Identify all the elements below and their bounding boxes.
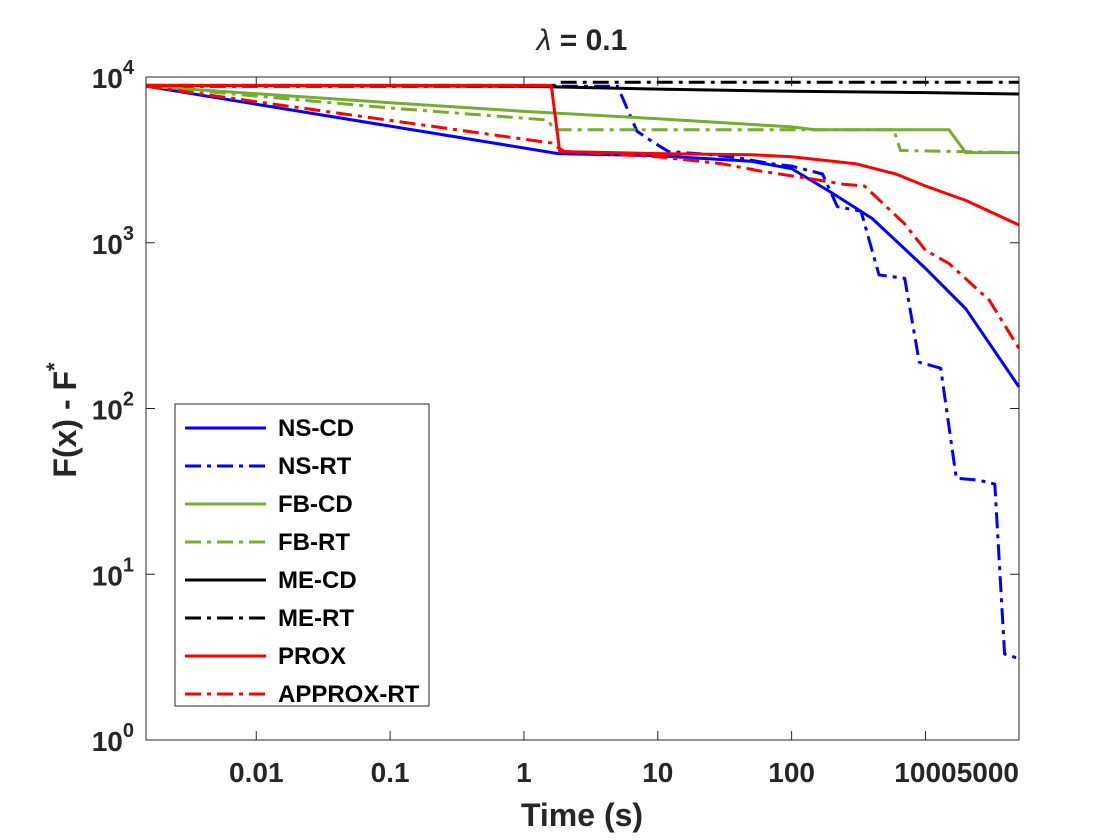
- legend-label-fb-rt: FB-RT: [278, 529, 350, 556]
- legend-label-ns-cd: NS-CD: [278, 415, 354, 442]
- x-tick-label: 5000: [957, 757, 1019, 788]
- legend-label-fb-cd: FB-CD: [278, 491, 353, 518]
- x-tick-label: 10: [642, 757, 673, 788]
- y-axis-label-sup: *: [42, 362, 67, 371]
- x-axis-label: Time (s): [521, 797, 643, 833]
- series-line-ns-rt: [146, 84, 1020, 661]
- legend-label-ns-rt: NS-RT: [278, 453, 352, 480]
- x-tick-label: 1: [516, 757, 532, 788]
- y-axis-label-base: F(x) - F: [47, 371, 83, 478]
- legend-label-me-cd: ME-CD: [278, 567, 357, 594]
- y-tick-label: 102: [92, 389, 134, 426]
- series-line-ns-cd: [145, 84, 1021, 388]
- y-axis-label: F(x) - F*: [42, 362, 83, 478]
- x-tick-label: 100: [768, 757, 815, 788]
- x-tick-label: 0.01: [229, 757, 284, 788]
- legend-label-me-rt: ME-RT: [278, 605, 354, 632]
- series-line-fb-cd: [145, 84, 1019, 155]
- y-tick-label: 103: [92, 223, 134, 260]
- title-text: = 0.1: [551, 24, 627, 57]
- series-line-fb-rt: [145, 84, 1020, 155]
- x-tick-label: 0.1: [371, 757, 410, 788]
- tick-layer: 0.01 0.1 1 10 100 1000 5000 100 101 102 103 104: [92, 57, 1020, 788]
- y-tick-label: 101: [92, 554, 134, 591]
- legend: NS-CD NS-RT FB-CD FB-RT ME-CD ME-RT PROX APPROX…: [174, 403, 430, 708]
- y-tick-label: 104: [92, 57, 135, 94]
- legend-label-approx-rt: APPROX-RT: [278, 681, 420, 708]
- series-line-approx-rt: [145, 84, 1021, 350]
- x-tick-label: 1000: [894, 757, 956, 788]
- y-tick-label: 100: [92, 720, 134, 757]
- series-line-prox: [146, 83, 1020, 227]
- title-symbol: λ: [535, 24, 552, 57]
- legend-label-prox: PROX: [278, 643, 346, 670]
- chart-title: λ = 0.1: [535, 24, 628, 57]
- series-layer: [145, 80, 1021, 661]
